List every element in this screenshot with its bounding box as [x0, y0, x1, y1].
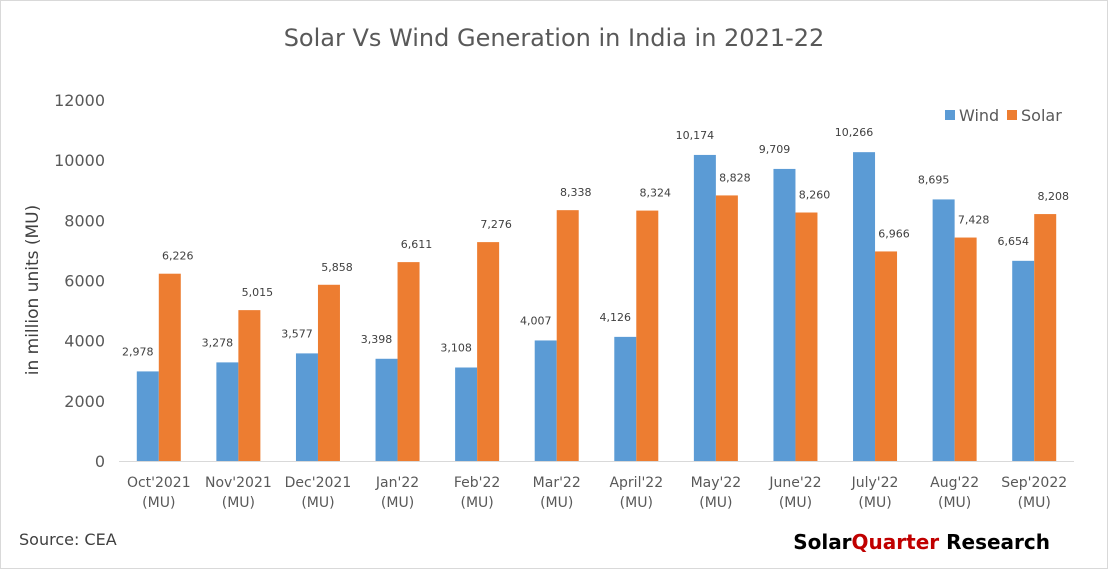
y-tick-label: 2000 — [64, 392, 105, 411]
bar-solar — [477, 242, 500, 461]
bar-wind — [1012, 260, 1035, 461]
bar-wind — [136, 371, 159, 461]
legend-swatch-solar — [1007, 110, 1017, 120]
bar-solar — [158, 273, 181, 461]
y-tick-label: 0 — [95, 452, 105, 471]
brand-text-solar: Solar — [793, 530, 851, 554]
y-tick-label: 8000 — [64, 211, 105, 230]
data-label-solar: 8,324 — [640, 187, 672, 200]
legend-label-wind: Wind — [959, 106, 999, 125]
data-label-solar: 8,208 — [1037, 190, 1069, 203]
legend-swatch-wind — [945, 110, 955, 120]
bar-solar — [317, 284, 340, 461]
x-tick-label: Dec'2021 (MU) — [285, 475, 352, 511]
x-tick-label: April'22 (MU) — [609, 475, 663, 511]
data-label-wind: 2,978 — [122, 345, 154, 358]
x-tick-label: Aug'22 (MU) — [930, 475, 979, 511]
bar-solar — [715, 195, 738, 462]
chart-title: Solar Vs Wind Generation in India in 202… — [284, 24, 825, 52]
y-axis-label: in million units (MU) — [23, 205, 43, 376]
data-label-solar: 5,015 — [242, 286, 274, 299]
bar-wind — [534, 340, 557, 461]
data-label-solar: 6,966 — [878, 227, 910, 240]
data-label-wind: 9,709 — [759, 143, 791, 156]
data-label-wind: 3,398 — [361, 333, 393, 346]
bar-solar — [1034, 214, 1057, 461]
x-tick-label: July'22 (MU) — [851, 475, 899, 511]
bar-solar — [556, 210, 579, 461]
data-label-wind: 10,174 — [676, 129, 715, 142]
bar-wind — [853, 152, 876, 462]
bar-wind — [614, 336, 637, 461]
bar-wind — [375, 358, 398, 461]
data-label-solar: 8,338 — [560, 186, 592, 199]
brand-text-quarter: Quarter — [852, 530, 940, 554]
brand-logo: SolarQuarter Research — [793, 530, 1050, 554]
data-label-solar: 6,611 — [401, 238, 433, 251]
x-tick-label: Jan'22 (MU) — [375, 475, 419, 511]
y-axis-ticks: 0 2000 4000 6000 8000 10000 12000 — [54, 91, 105, 471]
bar-wind — [773, 168, 796, 462]
legend: Wind Solar — [945, 106, 1062, 125]
data-label-wind: 3,108 — [440, 342, 472, 355]
x-tick-label: Feb'22 (MU) — [454, 475, 500, 511]
data-label-wind: 8,695 — [918, 173, 950, 186]
bar-wind — [295, 353, 318, 461]
data-label-wind: 4,126 — [600, 311, 632, 324]
bar-solar — [795, 212, 818, 461]
bar-wind — [932, 199, 955, 461]
x-axis-ticks: Oct'2021 (MU) Nov'2021 (MU) Dec'2021 (MU) Jan'… — [127, 475, 1067, 511]
x-tick-label: Oct'2021 (MU) — [127, 475, 191, 511]
bar-solar — [238, 310, 261, 461]
x-tick-label: June'22 (MU) — [768, 475, 821, 511]
bar-wind — [693, 154, 716, 461]
x-tick-label: Sep'2022 (MU) — [1001, 475, 1067, 511]
y-tick-label: 6000 — [64, 272, 105, 291]
bar-solar — [875, 251, 898, 461]
data-label-solar: 6,226 — [162, 250, 194, 263]
y-tick-label: 10000 — [54, 151, 105, 170]
bar-solar — [636, 210, 659, 461]
data-label-solar: 8,260 — [799, 189, 831, 202]
x-tick-label: Mar'22 (MU) — [533, 475, 581, 511]
data-label-wind: 4,007 — [520, 314, 552, 327]
legend-label-solar: Solar — [1021, 106, 1062, 125]
x-tick-label: Nov'2021 (MU) — [205, 475, 272, 511]
source-note: Source: CEA — [19, 530, 117, 549]
bar-solar — [954, 237, 977, 461]
bar-solar — [397, 262, 420, 461]
data-label-solar: 5,858 — [321, 261, 353, 274]
bar-groups — [136, 152, 1057, 462]
data-label-wind: 10,266 — [835, 126, 874, 139]
x-tick-label: May'22 (MU) — [691, 475, 742, 511]
y-tick-label: 12000 — [54, 91, 105, 110]
data-label-wind: 3,278 — [202, 336, 234, 349]
bar-wind — [216, 362, 239, 461]
y-tick-label: 4000 — [64, 332, 105, 351]
brand-text-research: Research — [939, 530, 1050, 554]
bar-wind — [455, 367, 478, 461]
data-label-solar: 8,828 — [719, 171, 751, 184]
data-label-wind: 6,654 — [997, 235, 1029, 248]
data-labels: 2,978 3,278 3,577 3,398 3,108 4,007 4,126 10,17… — [122, 126, 1069, 358]
data-label-solar: 7,428 — [958, 214, 990, 227]
data-label-wind: 3,577 — [281, 327, 313, 340]
data-label-solar: 7,276 — [480, 218, 512, 231]
